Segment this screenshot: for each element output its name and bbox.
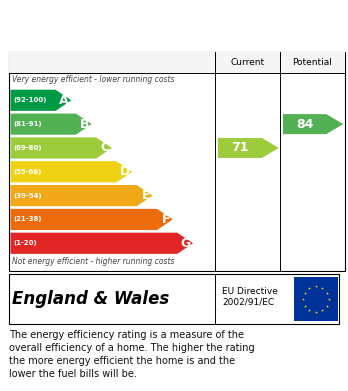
Bar — [294, 277, 338, 321]
Polygon shape — [218, 138, 279, 158]
Text: Very energy efficient - lower running costs: Very energy efficient - lower running co… — [12, 75, 175, 84]
Text: (69-80): (69-80) — [13, 145, 42, 151]
Text: Not energy efficient - higher running costs: Not energy efficient - higher running co… — [12, 257, 175, 266]
Text: F: F — [162, 213, 171, 226]
Text: G: G — [180, 237, 191, 250]
Text: EU Directive
2002/91/EC: EU Directive 2002/91/EC — [222, 287, 278, 306]
Text: The energy efficiency rating is a measure of the
overall efficiency of a home. T: The energy efficiency rating is a measur… — [9, 330, 254, 379]
Text: Current: Current — [230, 58, 265, 67]
Text: C: C — [100, 142, 110, 154]
Polygon shape — [10, 137, 112, 158]
Text: B: B — [80, 118, 89, 131]
Text: England & Wales: England & Wales — [12, 290, 169, 308]
Text: D: D — [120, 165, 130, 178]
Polygon shape — [10, 185, 152, 206]
Text: (39-54): (39-54) — [13, 193, 42, 199]
Polygon shape — [283, 114, 343, 134]
Text: (92-100): (92-100) — [13, 97, 47, 103]
Bar — [9, 52, 345, 73]
Polygon shape — [10, 161, 132, 182]
Polygon shape — [10, 90, 71, 111]
Text: Potential: Potential — [292, 58, 332, 67]
Text: (21-38): (21-38) — [13, 217, 42, 222]
Text: (1-20): (1-20) — [13, 240, 37, 246]
Text: 84: 84 — [296, 118, 313, 131]
Text: A: A — [59, 94, 69, 107]
Polygon shape — [10, 113, 92, 135]
Text: 71: 71 — [231, 142, 248, 154]
Polygon shape — [10, 209, 173, 230]
Polygon shape — [10, 233, 193, 254]
Text: E: E — [142, 189, 150, 202]
Text: (81-91): (81-91) — [13, 121, 42, 127]
Text: (55-68): (55-68) — [13, 169, 41, 175]
Text: Energy Efficiency Rating: Energy Efficiency Rating — [10, 16, 239, 34]
